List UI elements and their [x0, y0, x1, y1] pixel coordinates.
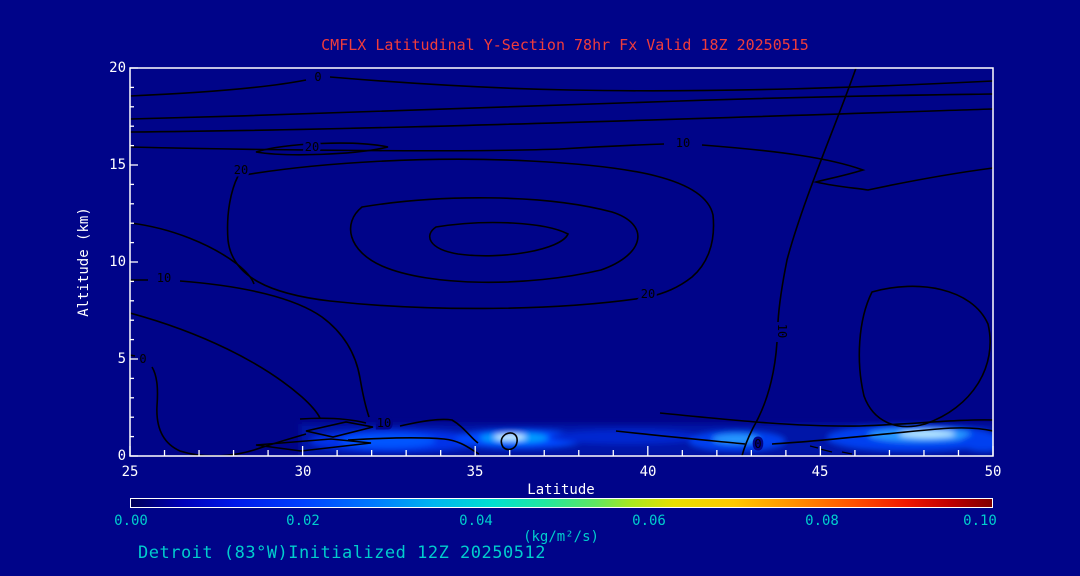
colorbar-tick-label: 0.04	[459, 513, 493, 529]
axis-tick-marks	[129, 67, 994, 457]
x-tick-label: 25	[121, 464, 139, 480]
y-tick-label: 0	[117, 448, 126, 464]
contour-label: 20	[234, 163, 248, 177]
y-tick-label: 10	[109, 254, 126, 270]
plot-title: CMFLX Latitudinal Y-Section 78hr Fx Vali…	[321, 36, 809, 54]
contour-lines	[130, 68, 993, 456]
contour-labels: 0 10 20 20 20 10 0 10 0 10	[137, 68, 792, 454]
x-tick-label: 50	[984, 464, 1002, 480]
x-tick-label: 30	[294, 464, 312, 480]
colorbar-tick-label: 0.08	[805, 513, 839, 529]
colorbar-tick-label: 0.06	[632, 513, 666, 529]
colorbar	[130, 498, 993, 508]
contour-label: 0	[139, 352, 146, 366]
x-axis-label: Latitude	[527, 482, 595, 498]
contour-label: 10	[377, 416, 391, 430]
colorbar-units-label: (kg/m²/s)	[523, 529, 599, 545]
contour-label: 0	[314, 70, 321, 84]
x-tick-label: 40	[639, 464, 657, 480]
contour-label: 0	[754, 437, 761, 451]
contour-label: 10	[157, 271, 171, 285]
contour-label: 10	[775, 324, 789, 338]
colorbar-tick-label: 0.10	[963, 513, 997, 529]
x-tick-label: 45	[811, 464, 829, 480]
y-tick-label: 5	[117, 351, 126, 367]
x-tick-label: 35	[466, 464, 484, 480]
colorbar-tick-label: 0.00	[114, 513, 148, 529]
plot-box-border	[129, 67, 994, 457]
contour-label: 20	[641, 287, 655, 301]
y-tick-label: 20	[109, 60, 126, 76]
colorbar-tick-label: 0.02	[286, 513, 320, 529]
y-tick-label: 15	[109, 157, 126, 173]
contour-label: 20	[305, 140, 319, 154]
contour-label: 10	[676, 136, 690, 150]
station-init-annotation: Detroit (83°W)Initialized 12Z 20250512	[138, 543, 546, 563]
